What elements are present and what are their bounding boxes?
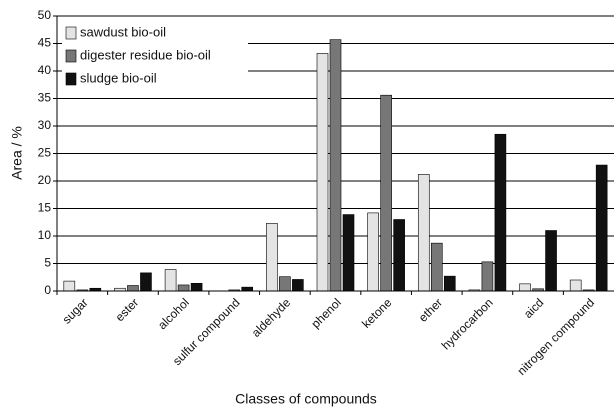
- bars: [63, 39, 608, 292]
- x-tick-label: ester: [113, 295, 142, 324]
- bar: [342, 214, 355, 292]
- bar: [595, 164, 608, 292]
- x-tick-label: ether: [416, 295, 445, 324]
- bar: [380, 94, 392, 292]
- bar: [63, 280, 76, 292]
- y-tick-label: 15: [38, 201, 52, 215]
- legend-swatch: [65, 26, 77, 40]
- bar: [140, 272, 152, 292]
- bar: [190, 282, 203, 292]
- bar: [164, 269, 177, 292]
- y-tick-label: 0: [44, 283, 51, 297]
- x-tick-label: alcohol: [155, 295, 192, 332]
- legend-label: sludge bio-oil: [80, 70, 157, 85]
- y-tick-label: 20: [38, 173, 52, 187]
- bar: [519, 283, 531, 292]
- y-tick-label: 5: [44, 256, 51, 270]
- x-tick-label: phenol: [308, 295, 343, 330]
- bar: [266, 223, 278, 292]
- bar: [569, 279, 582, 292]
- legend-swatch: [65, 72, 77, 86]
- legend-label: sawdust bio-oil: [80, 24, 166, 39]
- x-tick-label: aicd: [521, 295, 546, 320]
- x-tick-label: aldehyde: [249, 295, 294, 340]
- legend-box: [62, 20, 248, 96]
- legend-label: digester residue bio-oil: [80, 47, 211, 62]
- bar: [241, 286, 254, 292]
- bar: [443, 275, 456, 292]
- y-tick-label: 10: [38, 228, 52, 242]
- bar: [417, 174, 430, 292]
- x-axis-label: Classes of compounds: [235, 391, 377, 407]
- y-tick-label: 50: [38, 8, 52, 22]
- y-tick-label: 45: [38, 36, 52, 50]
- bar: [292, 279, 304, 292]
- bar: [177, 284, 190, 292]
- y-tick-label: 30: [38, 118, 52, 132]
- bar: [481, 261, 494, 292]
- y-tick-label: 40: [38, 63, 52, 77]
- x-tick-label: ketone: [359, 295, 395, 331]
- bar: [393, 219, 405, 292]
- bar: [279, 276, 291, 292]
- y-axis-label: Area / %: [9, 126, 25, 180]
- x-tick-label: hydrocarbon: [439, 295, 496, 352]
- y-tick-label: 35: [38, 91, 52, 105]
- bar: [494, 133, 507, 292]
- bar: [316, 53, 329, 292]
- bar: [545, 230, 557, 292]
- legend-swatch: [65, 49, 77, 63]
- y-tick-label: 25: [38, 146, 52, 160]
- x-tick-label: sugar: [60, 295, 91, 326]
- bar: [430, 242, 443, 292]
- bar: [367, 212, 379, 292]
- legend: sawdust bio-oil digester residue bio-oil s…: [65, 24, 211, 86]
- bar: [127, 285, 139, 292]
- bar: [329, 39, 342, 292]
